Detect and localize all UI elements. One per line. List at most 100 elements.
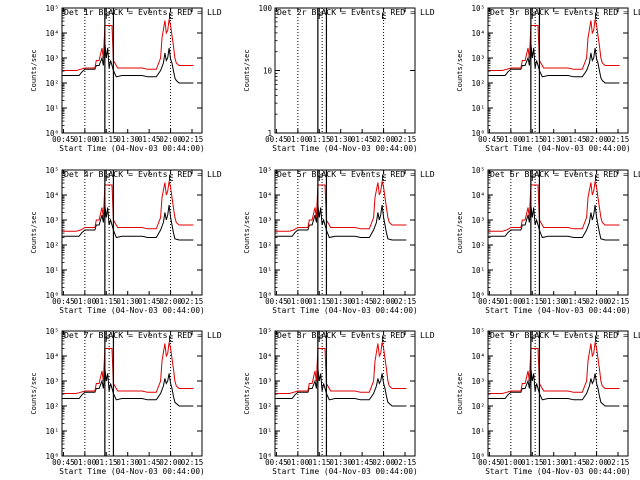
y-tick-label: 10² xyxy=(258,402,272,411)
y-axis-label: Counts/sec xyxy=(30,49,38,91)
panel-title: Det 8r BLACK = Events, RED = LLD xyxy=(277,330,435,340)
x-tick-label: 02:00 xyxy=(159,297,182,306)
y-tick-label: 10² xyxy=(471,79,485,88)
y-tick-label: 10³ xyxy=(471,377,485,386)
plot-frame xyxy=(61,169,203,296)
panel-title: Det 5r BLACK = Events, RED = LLD xyxy=(277,169,435,179)
x-axis-label: Start Time (04-Nov-03 00:44:00) xyxy=(272,306,418,315)
y-axis-label: Counts/sec xyxy=(243,49,251,91)
y-tick-label: 10⁰ xyxy=(45,291,59,300)
x-tick-label: 01:45 xyxy=(564,135,587,144)
flag-label: E xyxy=(381,335,386,345)
x-tick-label: 00:45 xyxy=(265,458,288,467)
series-events xyxy=(275,204,407,241)
x-tick-label: 01:00 xyxy=(287,458,310,467)
x-tick-label: 01:00 xyxy=(74,458,97,467)
y-tick-label: 10⁴ xyxy=(45,29,59,38)
y-tick-label: 10⁵ xyxy=(471,4,485,13)
plot-frame xyxy=(274,7,416,134)
x-tick-label: 01:45 xyxy=(351,458,374,467)
x-tick-label: 01:00 xyxy=(287,135,310,144)
x-tick-label: 01:45 xyxy=(138,135,161,144)
y-tick-label: 1 xyxy=(267,129,272,138)
x-tick-label: 01:30 xyxy=(116,458,139,467)
x-tick-label: 01:45 xyxy=(351,297,374,306)
series-events xyxy=(62,42,194,84)
y-axis-label: Counts/sec xyxy=(456,211,464,253)
flag-label: E xyxy=(594,174,599,184)
y-axis-label: Counts/sec xyxy=(243,372,251,414)
x-tick-label: 00:45 xyxy=(478,297,501,306)
x-tick-label: 01:30 xyxy=(329,135,352,144)
x-axis-label: Start Time (04-Nov-03 00:44:00) xyxy=(485,306,631,315)
x-tick-label: 02:15 xyxy=(181,297,204,306)
x-tick-label: 01:15 xyxy=(308,458,331,467)
plot-frame xyxy=(61,330,203,457)
y-tick-label: 10⁴ xyxy=(258,191,272,200)
x-axis-label: Start Time (04-Nov-03 00:44:00) xyxy=(59,144,205,153)
x-tick-label: 00:45 xyxy=(52,135,75,144)
series-lld xyxy=(275,342,407,394)
y-axis-label: Counts/sec xyxy=(30,211,38,253)
flag-label: E xyxy=(594,335,599,345)
x-axis-label: Start Time (04-Nov-03 00:44:00) xyxy=(485,467,631,476)
x-tick-label: 01:00 xyxy=(74,135,97,144)
x-tick-label: 01:30 xyxy=(542,135,565,144)
x-tick-label: 02:00 xyxy=(585,135,608,144)
y-tick-label: 10⁵ xyxy=(258,327,272,336)
y-tick-label: 10⁵ xyxy=(471,166,485,175)
y-tick-label: 10⁵ xyxy=(471,327,485,336)
y-tick-label: 10³ xyxy=(45,377,59,386)
x-axis-label: Start Time (04-Nov-03 00:44:00) xyxy=(59,306,205,315)
flag-label: F xyxy=(531,174,536,184)
y-tick-label: 10⁴ xyxy=(258,352,272,361)
y-tick-label: 10 xyxy=(263,67,273,76)
x-tick-label: 01:15 xyxy=(308,297,331,306)
panel-title: Det 1r BLACK = Events, RED = LLD xyxy=(64,7,222,17)
y-tick-label: 10³ xyxy=(471,216,485,225)
series-lld xyxy=(62,342,194,394)
series-events xyxy=(488,204,620,241)
y-tick-label: 10⁴ xyxy=(45,191,59,200)
plot-frame xyxy=(274,169,416,296)
x-axis-label: Start Time (04-Nov-03 00:44:00) xyxy=(272,467,418,476)
x-tick-label: 01:30 xyxy=(329,297,352,306)
x-tick-label: 01:00 xyxy=(74,297,97,306)
y-tick-label: 10³ xyxy=(45,216,59,225)
panel-title: Det 2r BLACK = Events, RED = LLD xyxy=(277,7,435,17)
x-tick-label: 02:15 xyxy=(607,297,630,306)
y-tick-label: 10³ xyxy=(45,54,59,63)
panel-title: Det 3r BLACK = Events, RED = LLD xyxy=(490,7,640,17)
y-tick-label: 10⁰ xyxy=(45,452,59,461)
flag-label: E xyxy=(168,12,173,22)
y-tick-label: 10⁵ xyxy=(45,4,59,13)
flag-label: E xyxy=(168,174,173,184)
x-tick-label: 01:15 xyxy=(95,458,118,467)
y-tick-label: 10⁴ xyxy=(45,352,59,361)
flag-label: E xyxy=(381,12,386,22)
x-tick-label: 01:30 xyxy=(116,135,139,144)
y-tick-label: 10¹ xyxy=(471,266,485,275)
x-tick-label: 01:45 xyxy=(138,458,161,467)
panel-title: Det 4r BLACK = Events, RED = LLD xyxy=(64,169,222,179)
x-tick-label: 00:45 xyxy=(265,135,288,144)
panel-title: Det 6r BLACK = Events, RED = LLD xyxy=(490,169,640,179)
x-tick-label: 01:30 xyxy=(116,297,139,306)
x-tick-label: 01:45 xyxy=(138,297,161,306)
x-tick-label: 01:15 xyxy=(95,135,118,144)
series-events xyxy=(488,42,620,84)
x-tick-label: 01:15 xyxy=(521,135,544,144)
x-tick-label: 02:15 xyxy=(394,297,417,306)
y-tick-label: 100 xyxy=(258,4,272,13)
series-events xyxy=(275,368,407,407)
x-tick-label: 02:15 xyxy=(394,135,417,144)
series-lld xyxy=(488,19,620,71)
y-tick-label: 10¹ xyxy=(258,427,272,436)
x-tick-label: 02:00 xyxy=(159,458,182,467)
